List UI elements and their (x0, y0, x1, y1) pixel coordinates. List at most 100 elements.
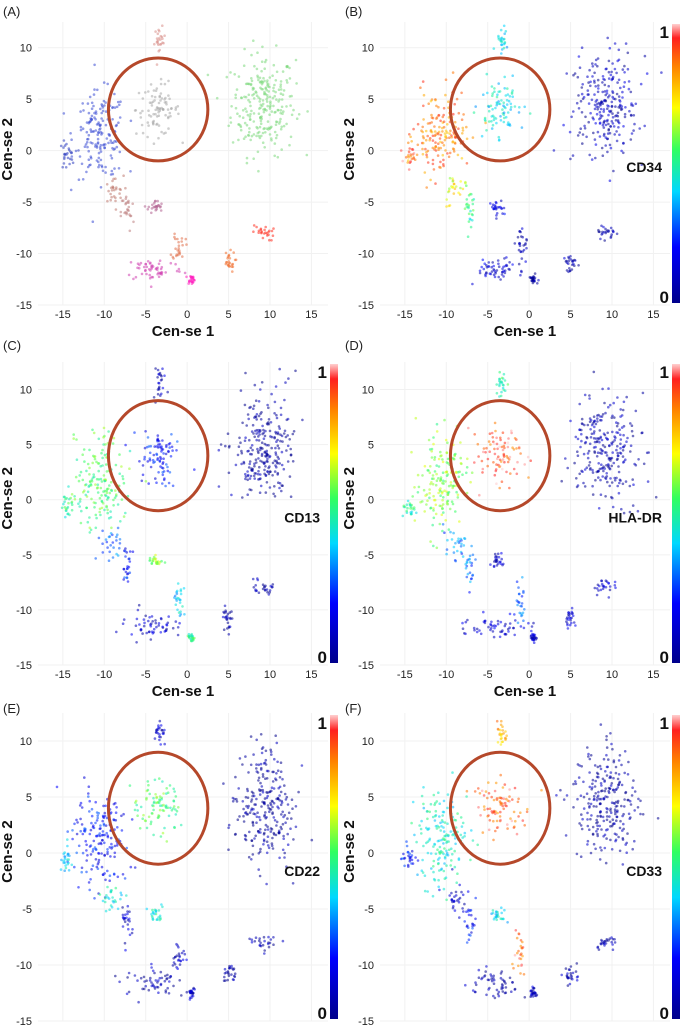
data-point (158, 443, 162, 446)
data-point (608, 109, 611, 113)
data-point (502, 797, 506, 800)
data-point (282, 837, 286, 840)
data-point (497, 915, 500, 918)
data-point (428, 488, 431, 491)
data-point (227, 124, 230, 128)
data-point (108, 874, 112, 877)
data-point (161, 439, 164, 442)
data-point (505, 797, 508, 801)
data-point (81, 178, 85, 181)
data-point (414, 856, 417, 859)
data-point (598, 797, 601, 801)
data-point (609, 838, 612, 842)
data-point (226, 621, 230, 625)
data-point (599, 451, 602, 455)
data-point (95, 819, 99, 822)
data-point (99, 827, 102, 830)
data-point (252, 157, 255, 160)
data-point (462, 910, 465, 913)
cluster-mid-left (94, 526, 122, 562)
data-point (492, 268, 496, 271)
data-point (434, 503, 438, 507)
data-point (111, 106, 114, 110)
data-point (261, 131, 265, 135)
data-point (249, 112, 252, 116)
data-point (259, 418, 263, 421)
data-point (297, 113, 301, 116)
data-point (613, 808, 617, 811)
data-point (495, 826, 499, 829)
data-point (264, 86, 268, 89)
data-point (434, 512, 438, 516)
data-point (94, 129, 98, 132)
data-point (435, 422, 439, 426)
data-point (631, 847, 634, 851)
data-point (300, 764, 304, 767)
data-point (493, 442, 496, 445)
data-point (477, 787, 480, 790)
data-point (621, 814, 624, 818)
data-point (477, 806, 480, 809)
data-point (261, 236, 265, 240)
data-point (270, 110, 274, 113)
data-point (502, 206, 506, 210)
data-point (591, 493, 595, 496)
colorbar-min-label: 0 (660, 648, 669, 667)
data-point (259, 944, 263, 948)
data-point (408, 133, 411, 136)
data-point (446, 822, 449, 825)
data-point (498, 384, 501, 388)
data-point (105, 183, 109, 186)
data-point (294, 58, 298, 62)
data-point (437, 148, 440, 151)
data-point (285, 105, 288, 108)
data-point (268, 107, 272, 110)
data-point (251, 844, 255, 848)
data-point (255, 418, 258, 421)
data-point (110, 526, 113, 530)
data-point (101, 169, 105, 173)
data-point (505, 98, 509, 102)
data-point (604, 585, 608, 589)
data-point (235, 800, 239, 803)
data-point (176, 582, 180, 585)
data-point (411, 862, 415, 865)
data-point (182, 587, 186, 590)
data-point (175, 942, 178, 946)
y-tick-label: 10 (20, 43, 32, 55)
data-point (482, 794, 486, 797)
data-point (502, 265, 505, 269)
data-point (500, 551, 503, 555)
data-point (258, 76, 262, 80)
x-tick-label: 10 (606, 669, 618, 681)
data-point (577, 55, 581, 58)
data-point (608, 179, 612, 182)
data-point (250, 469, 253, 472)
data-point (272, 104, 275, 108)
data-point (190, 280, 194, 284)
data-point (274, 79, 278, 82)
data-point (98, 124, 102, 127)
data-point (89, 483, 93, 486)
data-point (509, 108, 512, 111)
data-point (599, 418, 602, 422)
data-point (416, 859, 420, 862)
data-point (105, 540, 109, 544)
data-point (109, 890, 113, 894)
data-point (598, 584, 601, 588)
data-point (603, 789, 607, 793)
data-point (572, 73, 575, 77)
data-point (142, 618, 146, 621)
data-point (434, 98, 437, 101)
data-point (129, 119, 133, 123)
data-point (497, 990, 501, 994)
data-point (600, 784, 603, 787)
data-point (167, 94, 170, 97)
marker-label: CD13 (284, 510, 320, 526)
data-point (448, 507, 452, 511)
data-point (428, 491, 431, 495)
data-point (100, 852, 103, 855)
data-point (511, 74, 514, 77)
data-point (176, 596, 179, 600)
data-point (429, 506, 433, 510)
